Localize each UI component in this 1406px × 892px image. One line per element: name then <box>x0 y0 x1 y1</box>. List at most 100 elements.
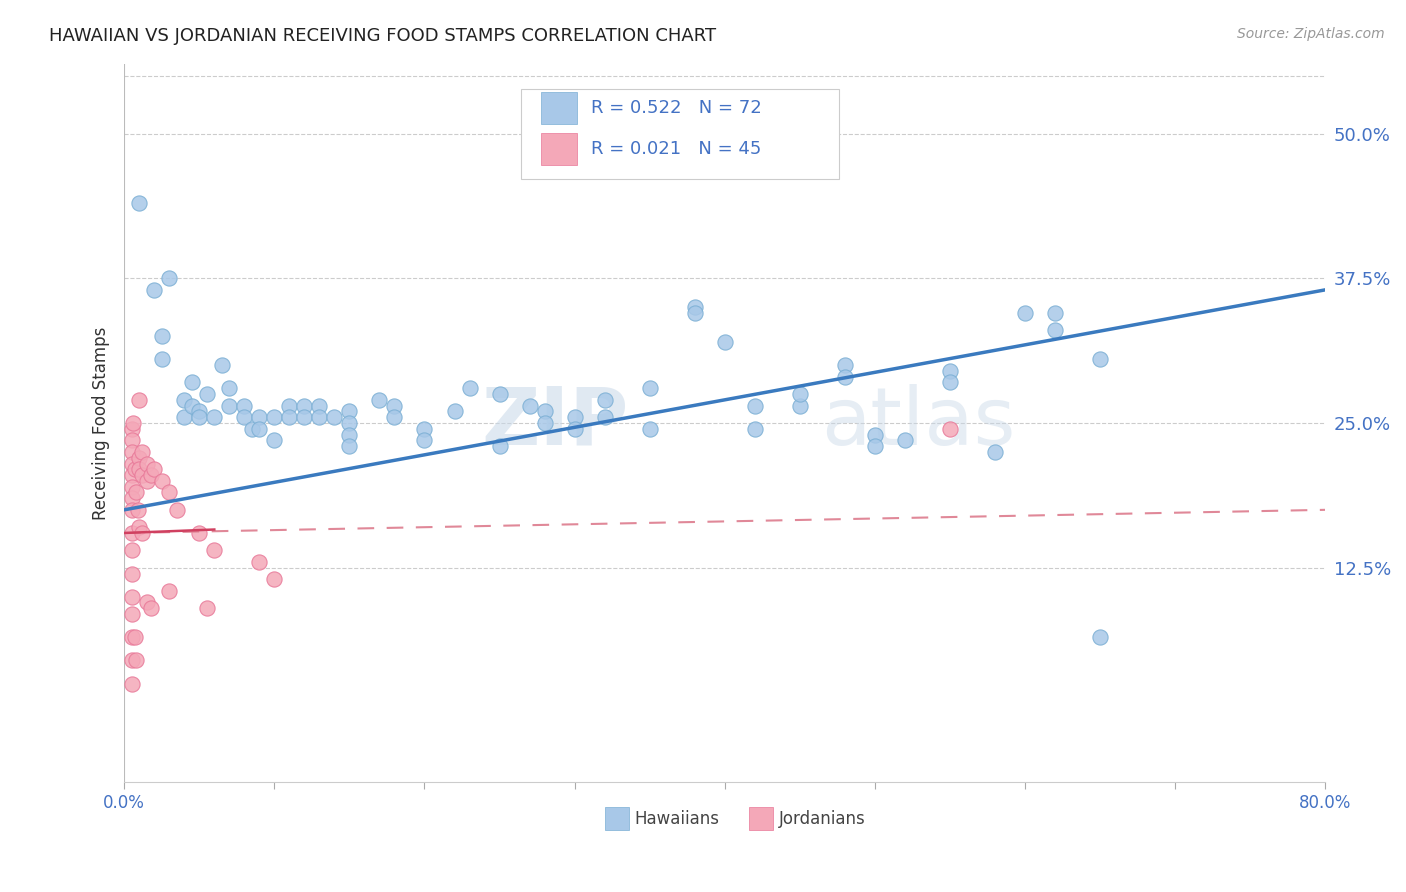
Point <box>121 457 143 471</box>
FancyBboxPatch shape <box>541 92 576 124</box>
Point <box>143 462 166 476</box>
Point <box>211 358 233 372</box>
Point <box>128 450 150 465</box>
Point <box>519 399 541 413</box>
Text: R = 0.021   N = 45: R = 0.021 N = 45 <box>592 140 762 158</box>
Point <box>131 526 153 541</box>
Point <box>131 445 153 459</box>
Text: Jordanians: Jordanians <box>779 810 866 828</box>
Point <box>278 399 301 413</box>
Point <box>195 387 218 401</box>
Point <box>939 422 962 436</box>
Point <box>744 399 766 413</box>
Point <box>150 352 173 367</box>
Point <box>121 676 143 690</box>
Point <box>121 445 143 459</box>
Point <box>1088 630 1111 644</box>
Point <box>368 392 391 407</box>
Point <box>157 271 180 285</box>
FancyBboxPatch shape <box>520 89 839 179</box>
Point <box>939 364 962 378</box>
Point <box>458 381 481 395</box>
Point <box>1043 323 1066 337</box>
Point <box>233 399 256 413</box>
Point <box>135 474 157 488</box>
Point <box>128 462 150 476</box>
Point <box>166 503 188 517</box>
Point <box>308 410 330 425</box>
Point <box>143 283 166 297</box>
Point <box>638 381 661 395</box>
Point <box>1043 306 1066 320</box>
Point <box>233 410 256 425</box>
FancyBboxPatch shape <box>605 807 628 830</box>
Point <box>121 653 143 667</box>
Point <box>593 410 616 425</box>
Point <box>141 601 163 615</box>
Point <box>247 422 270 436</box>
Point <box>1088 352 1111 367</box>
Point <box>384 410 406 425</box>
Point <box>894 434 917 448</box>
Point <box>263 572 285 586</box>
Point <box>308 399 330 413</box>
Point <box>157 583 180 598</box>
Point <box>121 503 143 517</box>
Text: R = 0.522   N = 72: R = 0.522 N = 72 <box>592 99 762 117</box>
Point <box>247 555 270 569</box>
Point <box>789 387 811 401</box>
Point <box>218 381 240 395</box>
Point <box>125 485 148 500</box>
Point <box>202 410 225 425</box>
Point <box>218 399 240 413</box>
FancyBboxPatch shape <box>541 133 576 165</box>
Point <box>127 503 149 517</box>
Point <box>593 392 616 407</box>
Point <box>125 653 148 667</box>
Point <box>564 422 586 436</box>
Point <box>188 410 211 425</box>
Point <box>121 607 143 621</box>
Text: Source: ZipAtlas.com: Source: ZipAtlas.com <box>1237 27 1385 41</box>
Point <box>939 376 962 390</box>
Point <box>292 399 315 413</box>
Point <box>122 416 145 430</box>
Point <box>533 404 555 418</box>
Point <box>789 399 811 413</box>
Point <box>443 404 465 418</box>
Point <box>638 422 661 436</box>
Point <box>488 387 510 401</box>
Point <box>141 468 163 483</box>
Point <box>744 422 766 436</box>
Point <box>121 543 143 558</box>
Point <box>135 457 157 471</box>
Text: atlas: atlas <box>821 384 1015 462</box>
Point <box>188 404 211 418</box>
Y-axis label: Receiving Food Stamps: Receiving Food Stamps <box>93 326 110 520</box>
Point <box>564 410 586 425</box>
Point <box>128 196 150 211</box>
Point <box>150 329 173 343</box>
Point <box>488 439 510 453</box>
Point <box>339 427 361 442</box>
Point <box>339 416 361 430</box>
Text: Hawaiians: Hawaiians <box>634 810 720 828</box>
Point <box>173 410 195 425</box>
Point <box>247 410 270 425</box>
Point <box>121 566 143 581</box>
Point <box>180 376 202 390</box>
Point <box>128 520 150 534</box>
Point <box>278 410 301 425</box>
Point <box>292 410 315 425</box>
Text: ZIP: ZIP <box>481 384 628 462</box>
Point <box>1014 306 1036 320</box>
Point <box>863 439 886 453</box>
Point <box>121 422 143 436</box>
Point <box>384 399 406 413</box>
Point <box>121 590 143 604</box>
Point <box>533 416 555 430</box>
Point <box>713 334 735 349</box>
Point <box>131 468 153 483</box>
Point <box>121 491 143 506</box>
Point <box>834 369 856 384</box>
